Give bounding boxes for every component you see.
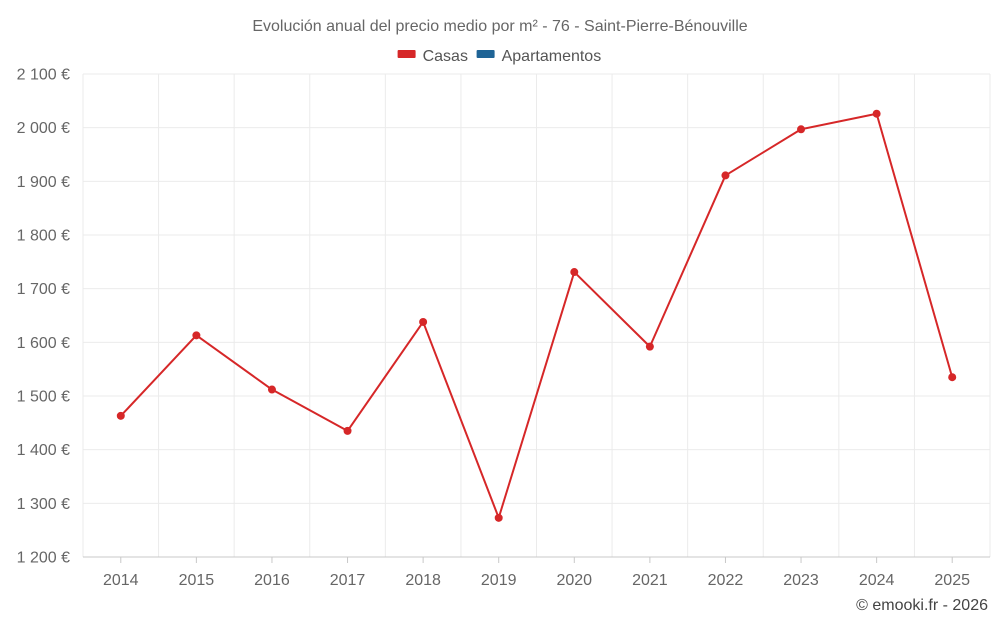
data-point[interactable] (570, 268, 579, 277)
data-point[interactable] (343, 426, 352, 435)
data-point[interactable] (872, 109, 881, 118)
x-tick-label: 2015 (179, 572, 215, 589)
x-tick-label: 2019 (481, 572, 517, 589)
legend[interactable]: Casas Apartamentos (397, 48, 602, 65)
axes: 1 200 € 1 300 € 1 400 € 1 500 € 1 600 € 1 700… (17, 67, 990, 589)
y-tick-label: 2 000 € (17, 120, 70, 137)
series-line-casas (120, 112, 954, 519)
y-tick-label: 1 500 € (17, 389, 70, 406)
y-tick-label: 1 400 € (17, 442, 70, 459)
legend-item-casas[interactable]: Casas (397, 48, 468, 65)
x-tick-label: 2018 (405, 572, 441, 589)
data-point[interactable] (797, 125, 806, 134)
data-point[interactable] (419, 317, 428, 326)
data-point[interactable] (267, 385, 276, 394)
data-point[interactable] (948, 373, 957, 382)
legend-label: Apartamentos (502, 48, 602, 65)
credit-text: © emooki.fr - 2026 (856, 597, 988, 614)
y-tick-label: 1 800 € (17, 228, 70, 245)
legend-swatch (476, 50, 495, 58)
y-tick-label: 1 200 € (17, 550, 70, 567)
legend-swatch (397, 50, 416, 58)
series-lines (116, 109, 957, 522)
x-tick-label: 2025 (934, 572, 970, 589)
grid (82, 73, 991, 558)
x-tick-label: 2017 (330, 572, 366, 589)
y-tick-label: 1 700 € (17, 281, 70, 298)
x-tick-label: 2014 (103, 572, 139, 589)
y-tick-label: 1 900 € (17, 174, 70, 191)
data-point[interactable] (645, 342, 654, 351)
x-tick-label: 2021 (632, 572, 668, 589)
y-tick-label: 2 100 € (17, 67, 70, 84)
data-point[interactable] (116, 411, 125, 420)
legend-item-apartamentos[interactable]: Apartamentos (476, 48, 602, 65)
data-point[interactable] (494, 513, 503, 522)
x-tick-label: 2022 (708, 572, 744, 589)
y-tick-label: 1 600 € (17, 335, 70, 352)
x-tick-label: 2023 (783, 572, 819, 589)
data-point[interactable] (192, 331, 201, 340)
data-point[interactable] (721, 171, 730, 180)
x-tick-label: 2020 (556, 572, 592, 589)
legend-label: Casas (423, 48, 468, 65)
chart-title: Evolución anual del precio medio por m² … (252, 18, 747, 35)
x-tick-label: 2016 (254, 572, 290, 589)
y-tick-label: 1 300 € (17, 496, 70, 513)
x-tick-label: 2024 (859, 572, 895, 589)
